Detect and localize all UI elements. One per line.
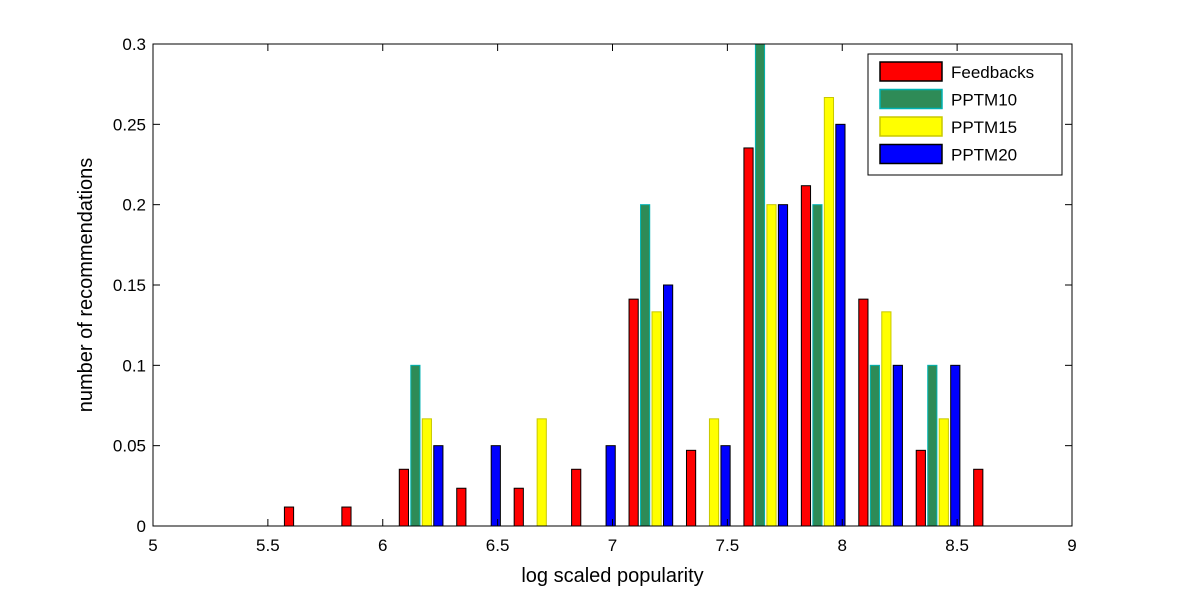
- y-tick-label: 0.3: [122, 35, 146, 54]
- legend-label-pptm20: PPTM20: [951, 146, 1017, 165]
- legend-label-feedbacks: Feedbacks: [951, 63, 1034, 82]
- axis-ticks: 5 5.5 6 6.5 7 7.5 8 8.5 9 0 0.05 0.1 0.15 0.2 0.25 0.3: [113, 35, 1077, 555]
- x-tick-label: 6: [378, 536, 387, 555]
- bar-pptm20-11: [835, 123, 846, 527]
- bar-pptm15-8: [651, 311, 662, 527]
- x-tick-label: 8.5: [945, 536, 969, 555]
- bar-feedbacks-4: [398, 468, 409, 527]
- x-tick-label: 7.5: [716, 536, 740, 555]
- legend-label-pptm10: PPTM10: [951, 91, 1017, 110]
- bar-pptm20-4: [433, 445, 444, 527]
- bar-feedbacks-5: [456, 487, 467, 527]
- x-tick-label: 8: [838, 536, 847, 555]
- bar-feedbacks-12: [858, 298, 869, 527]
- y-tick-label: 0.05: [113, 437, 146, 456]
- y-axis-label: number of recommendations: [75, 158, 97, 413]
- x-tick-label: 7: [608, 536, 617, 555]
- y-tick-label: 0.25: [113, 115, 146, 134]
- x-axis-label: log scaled popularity: [521, 565, 703, 587]
- bar-pptm15-4: [421, 418, 432, 527]
- bar-pptm10-10: [754, 43, 766, 527]
- y-tick-label: 0.15: [113, 276, 146, 295]
- bar-pptm20-9: [720, 445, 731, 527]
- bar-feedbacks-14: [973, 468, 984, 527]
- bar-pptm10-4: [410, 364, 421, 527]
- bar-pptm15-10: [766, 204, 777, 527]
- x-tick-label: 6.5: [486, 536, 510, 555]
- bar-pptm15-6: [536, 418, 547, 527]
- legend-swatch-feedbacks: [879, 61, 943, 82]
- bar-pptm10-13: [927, 364, 938, 527]
- bar-pptm20-13: [950, 364, 961, 527]
- bar-pptm15-9: [708, 418, 720, 527]
- y-tick-label: 0: [137, 517, 146, 536]
- bar-pptm15-11: [823, 97, 835, 527]
- bar-feedbacks-8: [628, 298, 639, 527]
- bar-feedbacks-6: [513, 487, 524, 527]
- legend: Feedbacks PPTM10 PPTM15 PPTM20: [867, 53, 1063, 176]
- bar-pptm15-12: [881, 311, 892, 527]
- legend-swatch-pptm15: [879, 116, 943, 137]
- legend-swatch-pptm20: [879, 143, 943, 165]
- bar-pptm20-5: [490, 445, 501, 527]
- bar-pptm10-12: [869, 364, 880, 527]
- y-tick-label: 0.2: [122, 196, 146, 215]
- bar-feedbacks-3: [341, 506, 352, 527]
- x-tick-label: 5.5: [256, 536, 280, 555]
- bar-pptm20-12: [892, 364, 903, 527]
- bar-pptm15-13: [938, 418, 949, 527]
- legend-label-pptm15: PPTM15: [951, 118, 1017, 137]
- x-tick-label: 9: [1067, 536, 1076, 555]
- bar-feedbacks-13: [915, 449, 926, 527]
- bar-feedbacks-2: [283, 506, 295, 527]
- bars-group: [283, 43, 984, 527]
- bar-feedbacks-10: [743, 147, 754, 527]
- bar-feedbacks-9: [685, 449, 697, 527]
- bar-pptm10-8: [640, 204, 651, 527]
- bar-pptm20-10: [777, 204, 789, 527]
- legend-swatch-pptm10: [879, 88, 943, 110]
- bar-pptm20-8: [663, 284, 674, 527]
- bar-feedbacks-11: [800, 185, 812, 527]
- y-tick-label: 0.1: [122, 356, 146, 375]
- bar-feedbacks-7: [571, 468, 582, 527]
- x-tick-label: 5: [148, 536, 157, 555]
- bar-pptm10-11: [812, 204, 823, 527]
- bar-pptm20-7: [605, 445, 616, 527]
